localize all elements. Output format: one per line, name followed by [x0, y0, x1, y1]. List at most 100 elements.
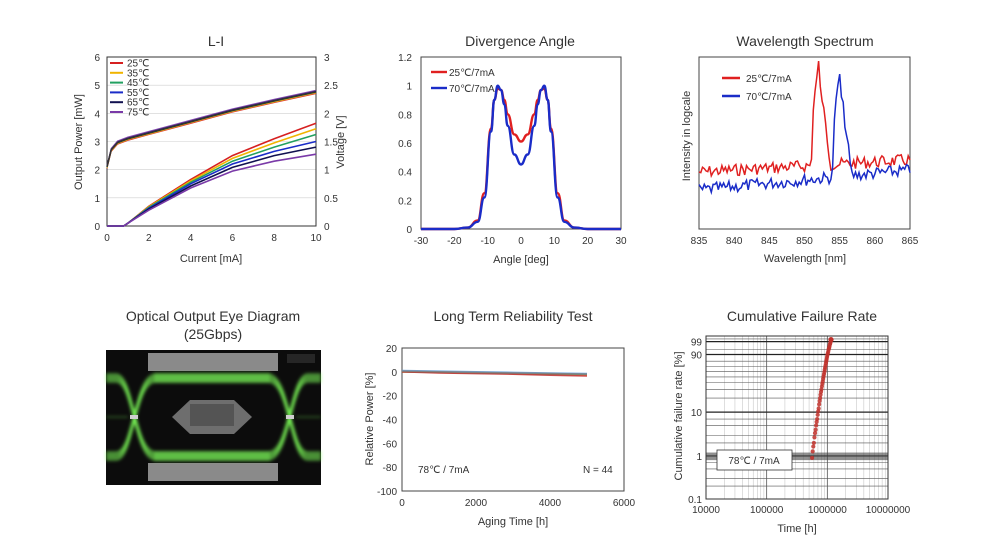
- li-voltage-curve: [106, 91, 317, 167]
- ltr-ytick: -20: [383, 392, 398, 403]
- div-ytick: 1: [406, 82, 412, 93]
- li-yrtick: 0: [324, 222, 330, 233]
- cfr-point: [811, 440, 816, 446]
- li-title: L-I: [207, 33, 225, 49]
- li-legend-label-1: 35℃: [127, 68, 149, 79]
- ltr-series-line-4: [401, 370, 588, 375]
- div-ytick: 0.2: [398, 196, 412, 207]
- li-xtick: 2: [146, 233, 152, 244]
- wl-xtick: 840: [726, 236, 743, 247]
- cfr-xlabel: Time [h]: [777, 523, 816, 535]
- cfr-band-1pct: [706, 452, 888, 461]
- li-yrtick: 1.5: [324, 138, 338, 149]
- wl-series-line-1: [698, 73, 911, 196]
- ltr-n: N = 44: [583, 465, 613, 476]
- li-yltick: 4: [94, 109, 100, 120]
- ltr-series-line-3: [401, 371, 588, 377]
- li-xtick: 8: [271, 233, 277, 244]
- ltr-ytick: -80: [383, 463, 398, 474]
- div-title: Divergence Angle: [465, 33, 575, 49]
- eye-title-line2: (25Gbps): [183, 326, 243, 342]
- cfr-ylabel: Cumulative failure rate [%]: [673, 352, 685, 481]
- cfr-point: [816, 406, 821, 411]
- li-yrtick: 2.5: [324, 81, 338, 92]
- ltr-cond: 78℃ / 7mA: [418, 465, 470, 476]
- div-ytick: 0.4: [398, 168, 412, 179]
- ltr-ytick: 20: [386, 344, 398, 355]
- wl-legend-label-1: 70℃/7mA: [746, 92, 792, 103]
- li-legend-label-4: 65℃: [127, 98, 149, 109]
- cfr-ytick: 0.1: [688, 495, 702, 506]
- li-xtick: 4: [188, 233, 194, 244]
- li-yltick: 1: [94, 194, 100, 205]
- li-legend-label-3: 55℃: [127, 88, 149, 99]
- cfr-xtick: 10000000: [866, 505, 911, 516]
- cfr-xtick: 100000: [750, 505, 784, 516]
- cfr-xtick: 1000000: [808, 505, 847, 516]
- div-ytick: 0.6: [398, 139, 412, 150]
- cfr-cond: 78℃ / 7mA: [728, 456, 780, 467]
- li-xtick: 10: [310, 233, 322, 244]
- wl-xtick: 865: [902, 236, 919, 247]
- cfr-point: [811, 444, 816, 449]
- wl-xlabel: Wavelength [nm]: [764, 253, 846, 265]
- ltr-ylabel: Relative Power [%]: [364, 373, 376, 466]
- li-yltick: 5: [94, 81, 100, 92]
- li-legend-label-0: 25℃: [127, 59, 149, 70]
- cfr-ytick: 99: [691, 338, 703, 349]
- cfr-point: [810, 449, 815, 454]
- li-yltick: 6: [94, 53, 100, 64]
- div-xtick: -30: [414, 236, 429, 247]
- wl-xtick: 850: [796, 236, 813, 247]
- cfr-point: [815, 416, 820, 422]
- li-legend-label-2: 45℃: [127, 78, 149, 89]
- cfr-point: [828, 337, 834, 343]
- li-yrtick: 3: [324, 53, 330, 64]
- ltr-ytick: -100: [377, 487, 397, 498]
- ltr-ytick: 0: [391, 368, 397, 379]
- div-xtick: 0: [518, 236, 524, 247]
- li-yrtick: 0.5: [324, 194, 338, 205]
- li-yltick: 3: [94, 138, 100, 149]
- wl-xtick: 845: [761, 236, 778, 247]
- ltr-ytick: -60: [383, 439, 398, 450]
- li-ylabel-left: Output Power [mW]: [73, 94, 85, 190]
- cfr-point: [812, 431, 818, 436]
- cfr-ytick: 10: [691, 408, 703, 419]
- li-yrtick: 2: [324, 109, 330, 120]
- div-xtick: -20: [447, 236, 462, 247]
- ltr-xtick: 0: [399, 498, 405, 509]
- cfr-point: [813, 427, 818, 432]
- ltr-xtick: 6000: [613, 498, 636, 509]
- wl-xtick: 835: [691, 236, 708, 247]
- eye-top-mask: [148, 353, 278, 371]
- li-xtick: 6: [230, 233, 236, 244]
- ltr-xlabel: Aging Time [h]: [478, 516, 548, 528]
- ltr-xtick: 2000: [465, 498, 488, 509]
- ltr-xtick: 4000: [539, 498, 562, 509]
- li-xtick: 0: [104, 233, 110, 244]
- div-series-line-1: [420, 84, 621, 231]
- ltr-ytick: -40: [383, 416, 398, 427]
- wl-title: Wavelength Spectrum: [736, 33, 874, 49]
- li-voltage-line-5: [106, 89, 317, 166]
- wl-legend-label-0: 25℃/7mA: [746, 74, 792, 85]
- wl-series-line-0: [698, 61, 911, 179]
- wl-ylabel: Intensity in logcale: [681, 91, 693, 182]
- li-yrtick: 1: [324, 166, 330, 177]
- li-ylabel-right: Voltage [V]: [335, 115, 347, 168]
- div-ytick: 0: [406, 225, 412, 236]
- li-legend-label-5: 75℃: [127, 108, 149, 119]
- cfr-point: [817, 402, 822, 407]
- wl-xtick: 860: [866, 236, 883, 247]
- li-power-line-5: [107, 153, 317, 227]
- div-xlabel: Angle [deg]: [493, 254, 549, 266]
- div-xtick: 20: [582, 236, 594, 247]
- div-ytick: 1.2: [398, 53, 412, 64]
- wl-xtick: 855: [831, 236, 848, 247]
